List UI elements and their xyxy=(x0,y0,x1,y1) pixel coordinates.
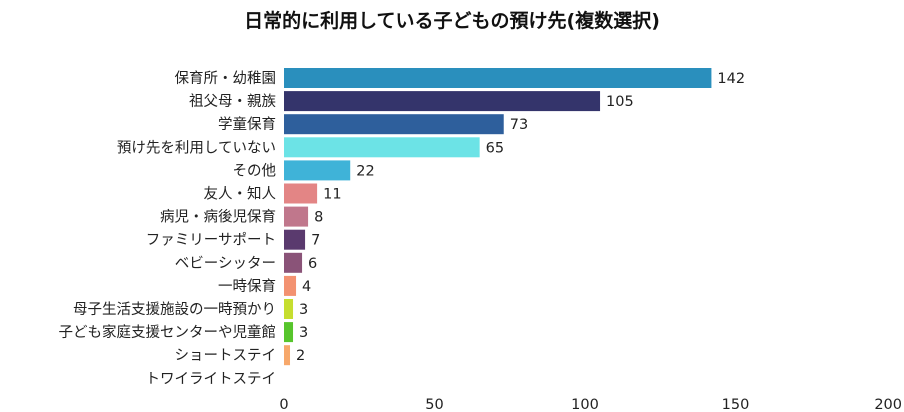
category-label: ショートステイ xyxy=(175,348,277,364)
bar xyxy=(284,137,480,158)
value-labels: 142 105 73 65 22 118 7 6 4 3 3 2 xyxy=(296,71,745,364)
bar xyxy=(284,206,309,227)
category-label: ベビーシッター xyxy=(175,255,276,272)
bar xyxy=(284,345,291,366)
category-labels: 保育所・幼稚園祖父母・親族学童保育預け先を利用していないその他友人・知人病児・病… xyxy=(59,70,277,387)
value-label: 3 xyxy=(299,302,308,318)
x-tick-label: 200 xyxy=(874,397,902,412)
bar xyxy=(284,68,712,88)
bar xyxy=(284,160,351,181)
category-label: 保育所・幼稚園 xyxy=(175,70,277,87)
value-label: 65 xyxy=(486,140,504,156)
x-tick-label: 0 xyxy=(279,397,288,412)
category-label: ファミリーサポート xyxy=(146,232,276,249)
x-axis-ticks: 0 50 100 150 200 xyxy=(279,397,902,412)
category-label: その他 xyxy=(233,162,277,179)
category-label: 病児・病後児保育 xyxy=(160,209,276,226)
value-label: 6 xyxy=(308,256,317,272)
bar xyxy=(284,91,601,112)
bar xyxy=(284,275,297,296)
bar xyxy=(284,322,294,343)
value-label: 2 xyxy=(296,348,305,364)
category-label: 子ども家庭支援センターや児童館 xyxy=(59,323,277,341)
category-label: 母子生活支援施設の一時預かり xyxy=(73,301,276,318)
value-label: 22 xyxy=(356,163,374,179)
value-label: 7 xyxy=(311,233,320,249)
chart-title: 日常的に利用している子どもの預け先(複数選択) xyxy=(244,10,660,32)
x-tick-label: 150 xyxy=(722,397,750,412)
category-label: 祖父母・親族 xyxy=(189,93,276,110)
category-label: 学童保育 xyxy=(218,115,276,133)
bar xyxy=(284,229,306,250)
value-label: 73 xyxy=(510,117,528,133)
category-label: 友人・知人 xyxy=(204,186,277,203)
value-label: 105 xyxy=(606,94,634,110)
value-label: 4 xyxy=(302,279,311,295)
x-tick-label: 100 xyxy=(571,397,599,412)
x-tick-label: 50 xyxy=(425,397,443,412)
bar xyxy=(284,114,504,135)
value-label: 3 xyxy=(299,325,308,341)
category-label: 預け先を利用していない xyxy=(117,139,276,156)
bars-layer xyxy=(284,68,712,366)
bar xyxy=(284,252,303,273)
value-label: 8 xyxy=(314,210,323,226)
category-label: 一時保育 xyxy=(218,278,276,295)
category-label: トワイライトステイ xyxy=(146,371,277,387)
value-label: 142 xyxy=(717,71,745,87)
value-label: 11 xyxy=(323,187,341,203)
bar xyxy=(284,299,294,319)
bar xyxy=(284,183,318,204)
